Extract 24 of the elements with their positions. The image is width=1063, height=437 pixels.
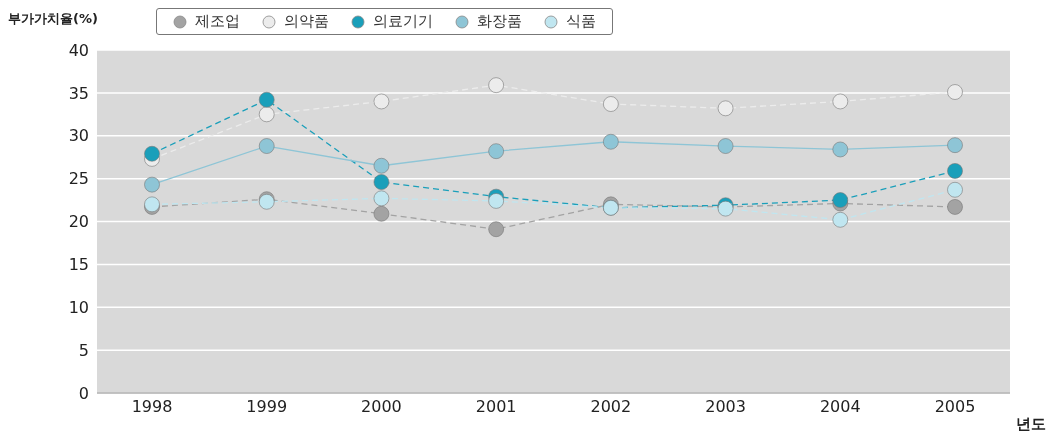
y-tick-label: 5 (78, 340, 89, 360)
y-tick-label: 35 (68, 83, 89, 103)
y-tick-label: 15 (68, 255, 89, 275)
legend-label: 의료기기 (373, 12, 433, 31)
y-tick-label: 20 (68, 212, 89, 232)
x-tick-label: 2004 (819, 397, 861, 417)
legend-label: 화장품 (477, 12, 522, 31)
y-tick-label: 40 (68, 40, 89, 60)
x-tick-label: 1999 (246, 397, 288, 417)
x-tick-label: 2002 (590, 397, 632, 417)
legend-label: 식품 (566, 12, 596, 31)
y-tick-label: 25 (68, 169, 89, 189)
y-tick-label: 10 (68, 297, 89, 317)
y-tick-label: 30 (68, 126, 89, 146)
x-tick-label: 2005 (934, 397, 976, 417)
x-tick-label: 2001 (475, 397, 517, 417)
legend-label: 의약품 (284, 12, 329, 31)
y-tick-label: 0 (78, 383, 89, 403)
x-axis-title: 년도 (1016, 415, 1046, 434)
x-tick-label: 1998 (131, 397, 173, 417)
x-tick-label: 2000 (361, 397, 402, 417)
y-axis-title: 부가가치율(%) (8, 10, 98, 28)
x-tick-label: 2003 (705, 397, 746, 417)
legend-label: 제조업 (195, 12, 240, 31)
